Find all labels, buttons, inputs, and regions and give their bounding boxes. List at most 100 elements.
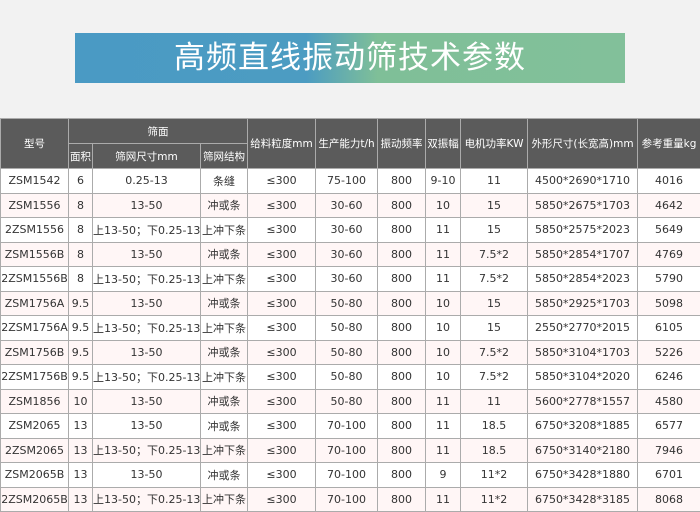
cell-capacity: 50-80 [316, 340, 378, 365]
cell-weight: 5790 [638, 267, 700, 292]
cell-amplitude: 11 [426, 218, 461, 243]
cell-mesh-structure: 冲或条 [201, 193, 248, 218]
cell-weight: 4016 [638, 169, 700, 194]
cell-weight: 6246 [638, 365, 700, 390]
cell-model: ZSM1556 [1, 193, 69, 218]
cell-frequency: 800 [378, 316, 426, 341]
cell-motor-power: 15 [461, 316, 528, 341]
cell-mesh-structure: 上冲下条 [201, 267, 248, 292]
cell-mesh-size: 13-50 [93, 414, 201, 439]
cell-motor-power: 11*2 [461, 487, 528, 512]
cell-area: 10 [69, 389, 93, 414]
cell-dimensions: 5850*2854*2023 [528, 267, 638, 292]
header-mesh-structure: 筛网结构 [201, 144, 248, 169]
cell-motor-power: 7.5*2 [461, 242, 528, 267]
cell-frequency: 800 [378, 438, 426, 463]
cell-motor-power: 11 [461, 389, 528, 414]
cell-feed-size: ≤300 [248, 487, 316, 512]
cell-frequency: 800 [378, 365, 426, 390]
cell-capacity: 70-100 [316, 414, 378, 439]
cell-weight: 4769 [638, 242, 700, 267]
header-dimensions: 外形尺寸(长宽高)mm [528, 119, 638, 169]
cell-motor-power: 11*2 [461, 463, 528, 488]
cell-capacity: 70-100 [316, 438, 378, 463]
cell-area: 9.5 [69, 340, 93, 365]
cell-mesh-structure: 上冲下条 [201, 438, 248, 463]
cell-area: 8 [69, 218, 93, 243]
cell-capacity: 50-80 [316, 389, 378, 414]
cell-area: 9.5 [69, 365, 93, 390]
header-screen-group: 筛面 [69, 119, 248, 144]
cell-capacity: 50-80 [316, 365, 378, 390]
cell-capacity: 70-100 [316, 463, 378, 488]
cell-frequency: 800 [378, 218, 426, 243]
cell-model: ZSM1756A [1, 291, 69, 316]
cell-mesh-structure: 条缝 [201, 169, 248, 194]
cell-weight: 8068 [638, 487, 700, 512]
cell-dimensions: 2550*2770*2015 [528, 316, 638, 341]
cell-mesh-size: 13-50 [93, 463, 201, 488]
cell-amplitude: 10 [426, 291, 461, 316]
cell-area: 13 [69, 463, 93, 488]
cell-frequency: 800 [378, 340, 426, 365]
cell-model: ZSM1756B [1, 340, 69, 365]
cell-frequency: 800 [378, 242, 426, 267]
cell-model: 2ZSM1556 [1, 218, 69, 243]
cell-motor-power: 7.5*2 [461, 365, 528, 390]
cell-amplitude: 9-10 [426, 169, 461, 194]
cell-capacity: 30-60 [316, 267, 378, 292]
cell-area: 8 [69, 267, 93, 292]
cell-area: 13 [69, 414, 93, 439]
cell-feed-size: ≤300 [248, 438, 316, 463]
cell-motor-power: 18.5 [461, 414, 528, 439]
cell-feed-size: ≤300 [248, 267, 316, 292]
cell-amplitude: 11 [426, 438, 461, 463]
cell-amplitude: 11 [426, 242, 461, 267]
cell-amplitude: 11 [426, 389, 461, 414]
header-area: 面积 [69, 144, 93, 169]
cell-amplitude: 11 [426, 414, 461, 439]
cell-weight: 4580 [638, 389, 700, 414]
cell-capacity: 30-60 [316, 242, 378, 267]
cell-mesh-size: 13-50 [93, 291, 201, 316]
cell-model: 2ZSM1756A [1, 316, 69, 341]
cell-area: 8 [69, 242, 93, 267]
cell-mesh-size: 上13-50；下0.25-13 [93, 218, 201, 243]
cell-feed-size: ≤300 [248, 340, 316, 365]
header-amplitude: 双振幅 [426, 119, 461, 169]
cell-frequency: 800 [378, 291, 426, 316]
cell-amplitude: 10 [426, 365, 461, 390]
cell-feed-size: ≤300 [248, 463, 316, 488]
cell-model: 2ZSM2065B [1, 487, 69, 512]
cell-area: 13 [69, 487, 93, 512]
cell-area: 9.5 [69, 291, 93, 316]
cell-amplitude: 10 [426, 340, 461, 365]
cell-capacity: 75-100 [316, 169, 378, 194]
cell-mesh-structure: 冲或条 [201, 340, 248, 365]
cell-weight: 7946 [638, 438, 700, 463]
cell-model: ZSM1542 [1, 169, 69, 194]
header-mesh-size: 筛网尺寸mm [93, 144, 201, 169]
cell-amplitude: 11 [426, 487, 461, 512]
cell-dimensions: 5850*3104*1703 [528, 340, 638, 365]
cell-dimensions: 6750*3140*2180 [528, 438, 638, 463]
cell-area: 13 [69, 438, 93, 463]
cell-feed-size: ≤300 [248, 291, 316, 316]
header-capacity: 生产能力t/h [316, 119, 378, 169]
cell-capacity: 30-60 [316, 218, 378, 243]
cell-frequency: 800 [378, 389, 426, 414]
header-motor-power: 电机功率KW [461, 119, 528, 169]
cell-model: ZSM1556B [1, 242, 69, 267]
cell-amplitude: 10 [426, 316, 461, 341]
cell-area: 6 [69, 169, 93, 194]
cell-mesh-size: 上13-50；下0.25-13 [93, 438, 201, 463]
